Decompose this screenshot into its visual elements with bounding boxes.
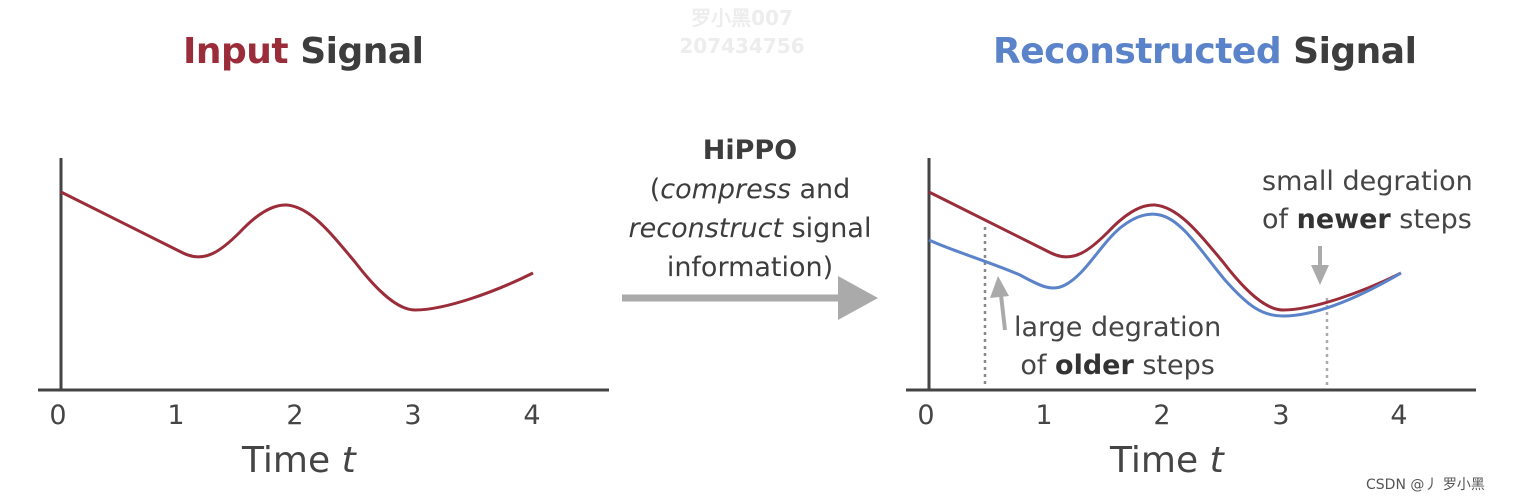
csdn-credit: CSDN @丿 罗小黑 [1366,477,1485,493]
right-input-curve [928,190,1402,312]
right-tick-1: 1 [1035,400,1053,431]
newer-note-line-2: of newer steps [1262,204,1472,235]
left-title-rest: Signal [300,31,424,72]
left-title-highlight: Input [183,31,289,72]
right-tick-3: 3 [1272,400,1290,431]
right-tick-0: 0 [917,400,935,431]
watermark-line-1: 罗小黑007 [691,6,793,30]
newer-steps-note: small degration of newer steps [1262,163,1473,239]
older-note-arrow-head [990,276,1009,298]
hippo-arrow-head [838,276,878,320]
hippo-label: HiPPO [702,135,798,166]
newer-note-line-1: small degration [1262,166,1473,197]
hippo-line-3: reconstruct signal [628,213,872,244]
right-title-highlight: Reconstructed [993,31,1282,72]
left-x-axis-label-var: t [341,440,356,481]
left-tick-3: 3 [404,400,422,431]
right-tick-4: 4 [1390,400,1408,431]
right-title-rest: Signal [1293,31,1417,72]
left-x-axis-label: Time t [242,440,356,481]
right-x-axis-label: Time t [1110,440,1224,481]
left-title: Input Signal [183,31,424,72]
right-x-axis-label-text: Time [1110,440,1199,481]
older-note-line-1: large degration [1014,312,1222,343]
right-tick-2: 2 [1153,400,1171,431]
newer-note-arrow-head [1311,265,1329,285]
older-note-arrow-shaft [999,294,1007,331]
watermark-line-2: 207434756 [679,34,805,58]
hippo-line-4: information) [666,252,834,283]
hippo-description: HiPPO (compress and reconstruct signal i… [620,131,880,287]
reconstructed-curve [928,212,1402,318]
left-x-axis-label-text: Time [242,440,331,481]
right-x-axis-label-var: t [1209,440,1224,481]
left-tick-4: 4 [523,400,541,431]
older-note-line-2: of older steps [1020,350,1215,381]
left-input-curve [60,190,534,312]
left-tick-0: 0 [49,400,67,431]
left-tick-1: 1 [167,400,185,431]
hippo-line-2: (compress and [649,174,851,205]
older-steps-note: large degration of older steps [1014,309,1221,385]
watermark: 罗小黑007 207434756 [672,4,812,60]
left-tick-2: 2 [286,400,304,431]
right-title: Reconstructed Signal [993,31,1417,72]
